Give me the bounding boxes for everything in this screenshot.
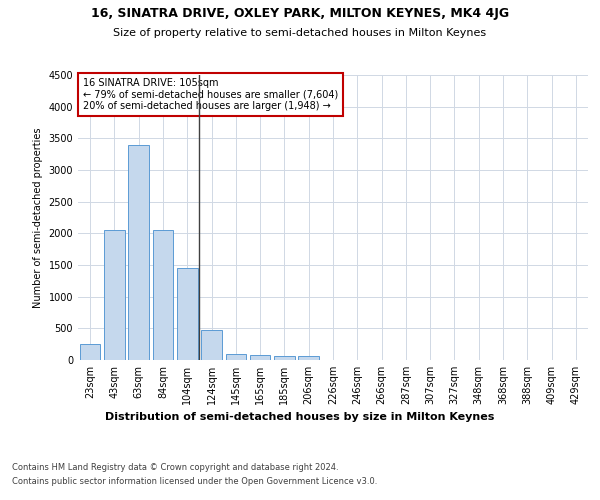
- Y-axis label: Number of semi-detached properties: Number of semi-detached properties: [33, 127, 43, 308]
- Bar: [201, 330, 222, 360]
- Text: Size of property relative to semi-detached houses in Milton Keynes: Size of property relative to semi-detach…: [113, 28, 487, 38]
- Text: Contains HM Land Registry data © Crown copyright and database right 2024.: Contains HM Land Registry data © Crown c…: [12, 462, 338, 471]
- Bar: [152, 230, 173, 360]
- Bar: [298, 356, 319, 360]
- Text: Contains public sector information licensed under the Open Government Licence v3: Contains public sector information licen…: [12, 478, 377, 486]
- Bar: [128, 144, 149, 360]
- Bar: [177, 268, 197, 360]
- Bar: [80, 344, 100, 360]
- Bar: [104, 230, 125, 360]
- Bar: [274, 356, 295, 360]
- Text: Distribution of semi-detached houses by size in Milton Keynes: Distribution of semi-detached houses by …: [106, 412, 494, 422]
- Text: 16 SINATRA DRIVE: 105sqm
← 79% of semi-detached houses are smaller (7,604)
20% o: 16 SINATRA DRIVE: 105sqm ← 79% of semi-d…: [83, 78, 338, 111]
- Bar: [226, 354, 246, 360]
- Text: 16, SINATRA DRIVE, OXLEY PARK, MILTON KEYNES, MK4 4JG: 16, SINATRA DRIVE, OXLEY PARK, MILTON KE…: [91, 8, 509, 20]
- Bar: [250, 355, 271, 360]
